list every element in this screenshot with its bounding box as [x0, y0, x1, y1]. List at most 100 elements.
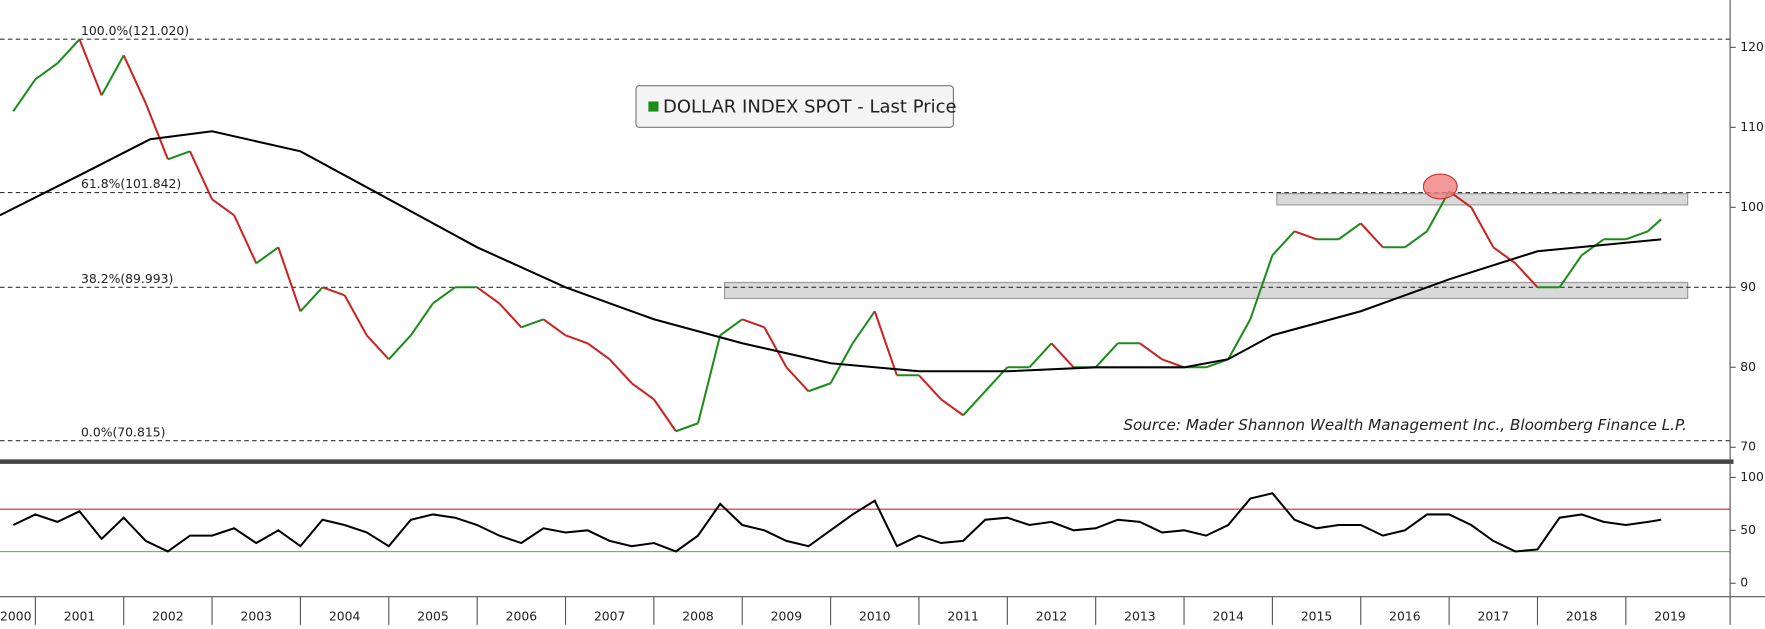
x-tick-label: 2013 — [1124, 609, 1156, 623]
x-tick-label: 2014 — [1212, 609, 1244, 623]
legend-swatch — [648, 101, 659, 112]
zone — [723, 281, 1689, 300]
price-segment — [962, 390, 986, 416]
y-tick-label: 80 — [1740, 360, 1756, 374]
y-tick-label: 100 — [1740, 470, 1764, 484]
x-tick-label: 2005 — [417, 609, 449, 623]
price-segment — [851, 310, 876, 344]
price-segment — [189, 150, 213, 200]
price-segment — [322, 286, 345, 297]
price-segment — [1249, 254, 1274, 320]
x-tick-label: 2008 — [682, 609, 714, 623]
series-line — [0, 130, 1662, 373]
price-segment — [34, 62, 59, 81]
x-tick-label: 2007 — [594, 609, 626, 623]
price-segment — [432, 286, 456, 305]
panel-separator — [0, 459, 1734, 464]
price-segment — [1338, 222, 1362, 241]
price-segment — [520, 318, 544, 329]
price-segment — [1492, 246, 1516, 265]
y-tick-label: 90 — [1740, 280, 1756, 294]
price-segment — [631, 382, 655, 401]
y-tick-label: 110 — [1740, 120, 1764, 134]
x-tick-label: 2015 — [1301, 609, 1333, 623]
price-segment — [1028, 342, 1053, 368]
x-tick-label: 2017 — [1478, 609, 1510, 623]
price-segment — [476, 286, 500, 305]
x-tick-label: 2003 — [240, 609, 271, 623]
price-segment — [1161, 358, 1185, 369]
price-segment — [1404, 230, 1428, 249]
price-segment — [1360, 222, 1384, 248]
price-segment — [211, 198, 235, 217]
y-tick-label: 50 — [1740, 523, 1756, 537]
price-segment — [785, 366, 810, 392]
x-tick-label: 2000 — [0, 609, 32, 623]
price-segment — [1558, 254, 1583, 288]
price-segment — [1294, 230, 1317, 241]
price-segment — [388, 334, 412, 360]
fib-label: 61.8%(101.842) — [81, 177, 181, 191]
price-segment — [12, 78, 37, 112]
price-segment — [1625, 230, 1649, 241]
price-segment — [410, 302, 434, 336]
zone — [1276, 193, 1689, 206]
x-tick-label: 2011 — [947, 609, 978, 623]
price-segment — [1470, 206, 1495, 248]
fib-label: 0.0%(70.815) — [81, 425, 165, 439]
price-segment — [277, 246, 302, 312]
price-segment — [1581, 238, 1605, 257]
x-tick-label: 2004 — [329, 609, 361, 623]
rsi-panel: 0 50 100 2000 2001 2002 2003 2004 2005 2006 2007 20… — [0, 470, 1764, 625]
x-tick-label: 2019 — [1654, 609, 1686, 623]
price-segment — [498, 302, 523, 328]
y-tick-label: 70 — [1740, 440, 1756, 454]
price-segment — [365, 334, 390, 360]
price-segment — [1139, 342, 1163, 361]
x-tick-label: 2002 — [152, 609, 184, 623]
source-note: Source: Mader Shannon Wealth Management … — [1123, 416, 1687, 434]
price-segment — [741, 318, 765, 329]
price-segment — [697, 335, 722, 424]
price-segment — [78, 38, 103, 96]
price-segment — [675, 422, 699, 433]
price-segment — [122, 54, 147, 104]
legend-box — [635, 85, 954, 128]
price-segment — [719, 318, 743, 337]
x-tick-label: 2001 — [64, 609, 95, 623]
y-tick-label: 0 — [1740, 576, 1748, 590]
x-tick-label: 2016 — [1389, 609, 1421, 623]
x-tick-label: 2009 — [771, 609, 803, 623]
x-tick-label: 2012 — [1036, 609, 1068, 623]
price-panel: 70 80 90 100 110 120 100.0%(121.020) 61.8%(101.… — [0, 24, 1764, 454]
price-segment — [587, 342, 611, 361]
price-segment — [608, 358, 633, 384]
price-segment — [565, 334, 588, 345]
price-segment — [940, 398, 964, 417]
fib-label: 100.0%(121.020) — [81, 24, 189, 38]
price-segment — [56, 38, 81, 65]
x-tick-label: 2006 — [506, 609, 538, 623]
price-segment — [233, 214, 258, 264]
price-segment — [542, 318, 567, 337]
price-segment — [1094, 342, 1119, 368]
x-tick-label: 2010 — [859, 609, 891, 623]
legend: DOLLAR INDEX SPOT - Last Price — [635, 85, 957, 128]
price-segment — [763, 326, 788, 368]
price-segment — [100, 54, 125, 96]
price-segment — [167, 150, 191, 161]
price-segment — [144, 102, 169, 160]
highlight — [1422, 173, 1458, 200]
fib-label: 38.2%(89.993) — [81, 272, 173, 286]
price-segment — [1227, 318, 1252, 360]
price-segment — [918, 374, 942, 400]
y-tick-label: 120 — [1740, 40, 1764, 54]
series-line — [12, 492, 1662, 553]
price-segment — [1050, 342, 1075, 368]
price-segment — [873, 310, 898, 376]
legend-label: DOLLAR INDEX SPOT - Last Price — [663, 97, 957, 118]
y-tick-label: 100 — [1740, 200, 1764, 214]
price-segment — [299, 286, 324, 312]
